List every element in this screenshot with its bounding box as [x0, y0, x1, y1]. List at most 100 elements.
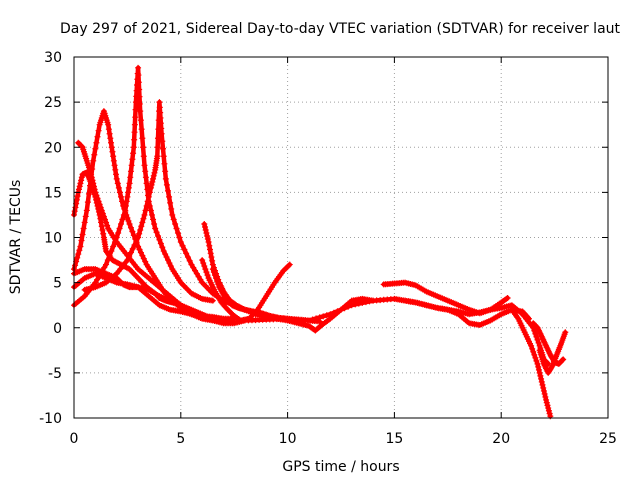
data-point [122, 202, 129, 209]
data-point [168, 205, 175, 212]
data-point [113, 234, 120, 241]
data-point [119, 216, 126, 223]
data-point [209, 297, 216, 304]
data-point [359, 299, 366, 306]
data-point [139, 252, 146, 259]
data-point [158, 130, 165, 137]
data-point [355, 300, 362, 307]
data-point [74, 193, 81, 200]
data-point [149, 178, 156, 185]
data-point [206, 242, 213, 249]
data-point [366, 298, 373, 305]
data-point [131, 121, 138, 128]
data-point [209, 266, 216, 273]
data-point [525, 315, 532, 322]
data-point [133, 238, 140, 245]
data-point [88, 174, 95, 181]
data-point [80, 225, 87, 232]
data-point [136, 93, 143, 100]
data-point [162, 175, 169, 182]
data-point [503, 295, 510, 302]
data-point [126, 253, 133, 260]
data-point [160, 145, 166, 152]
y-axis-ticks: -10 -5 0 5 10 15 20 25 30 [39, 50, 608, 427]
data-point [103, 219, 110, 226]
data-point [135, 79, 142, 86]
data-point [117, 220, 124, 227]
data-point [122, 207, 129, 214]
data-point [87, 182, 94, 189]
data-point [201, 220, 208, 227]
data-point [142, 168, 149, 175]
data-point [348, 302, 355, 309]
data-point [137, 108, 144, 115]
x-tick-label: 5 [176, 431, 185, 447]
data-point [535, 366, 542, 373]
data-point [124, 214, 131, 221]
x-axis-ticks: 0 5 10 15 20 25 [70, 57, 617, 447]
data-point [538, 375, 545, 382]
data-point [151, 169, 158, 176]
data-point [156, 236, 163, 243]
data-point [148, 181, 155, 188]
data-point [78, 174, 85, 181]
data-point [75, 186, 82, 193]
data-point [72, 262, 79, 269]
data-point [162, 251, 169, 258]
y-tick-label: 5 [53, 276, 62, 292]
data-point [531, 351, 538, 358]
data-point [154, 153, 161, 160]
data-point [99, 210, 106, 217]
data-point [220, 319, 227, 326]
data-point [206, 246, 213, 253]
data-point [92, 145, 99, 152]
data-point [137, 226, 144, 233]
data-point [202, 266, 209, 273]
data-point [127, 249, 134, 256]
data-point [546, 410, 553, 417]
chart-title: Day 297 of 2021, Sidereal Day-to-day VTE… [60, 21, 621, 37]
data-point [562, 329, 569, 336]
data-point [97, 215, 104, 222]
data-point [103, 261, 110, 268]
data-point [190, 264, 197, 271]
data-point [160, 153, 167, 160]
data-point [215, 281, 222, 288]
data-point [532, 354, 539, 361]
data-point [193, 270, 200, 277]
data-point [124, 257, 131, 264]
data-point [141, 211, 148, 218]
data-point [90, 157, 97, 164]
data-point [140, 153, 147, 160]
y-tick-label: -5 [48, 366, 62, 382]
data-point [137, 117, 144, 124]
data-point [170, 216, 177, 223]
data-point [327, 311, 334, 318]
data-point [341, 305, 348, 312]
data-point [560, 356, 567, 363]
series-arc-n [508, 306, 554, 420]
data-point [197, 276, 204, 283]
data-point [76, 247, 83, 254]
data-point [77, 243, 84, 250]
data-point [112, 166, 119, 173]
data-point [95, 198, 102, 205]
data-point [106, 252, 113, 259]
data-point [543, 399, 550, 406]
data-point [164, 187, 171, 194]
data-point [108, 144, 115, 151]
data-point [110, 243, 117, 250]
data-point [138, 223, 145, 230]
y-tick-label: 25 [44, 95, 62, 111]
data-point [101, 264, 108, 271]
data-point [540, 387, 547, 394]
y-axis-label: SDTVAR / TECUs [8, 180, 24, 295]
data-point [214, 278, 221, 285]
data-point [211, 272, 218, 279]
data-point [362, 299, 369, 306]
data-point [115, 184, 122, 191]
data-point [111, 239, 118, 246]
data-point [200, 260, 207, 267]
data-point [545, 405, 552, 412]
data-point [137, 249, 144, 256]
